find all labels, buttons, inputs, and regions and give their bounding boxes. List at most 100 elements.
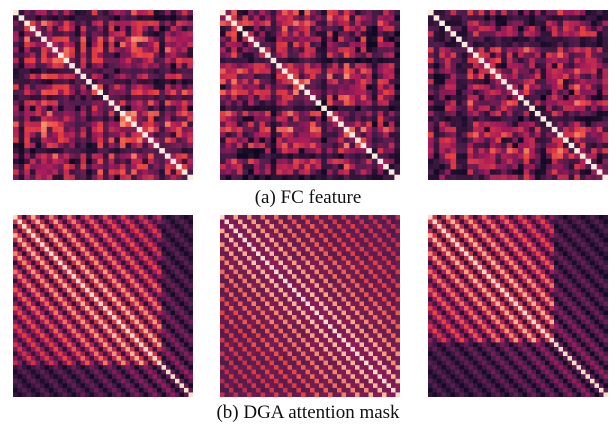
dga-mask-heatmap-1-cell <box>58 301 63 307</box>
fc-feature-heatmap-2-cell <box>265 121 271 128</box>
fc-feature-heatmap-3-cell <box>489 153 496 160</box>
fc-feature-heatmap-3-cell <box>529 68 536 75</box>
dga-mask-heatmap-1-cell <box>188 283 193 289</box>
dga-mask-heatmap-2-cell <box>247 242 252 248</box>
fc-feature-heatmap-1-cell <box>69 41 76 48</box>
fc-feature-heatmap-3-cell <box>563 148 569 154</box>
fc-feature-heatmap-2-cell <box>394 169 400 176</box>
fc-feature-heatmap-3-cell <box>518 41 524 48</box>
dga-mask-heatmap-2-cell <box>386 228 392 234</box>
fc-feature-heatmap-3-cell <box>489 137 496 144</box>
fc-feature-heatmap-2-cell <box>304 110 311 117</box>
dga-mask-heatmap-1-cell <box>67 292 72 298</box>
dga-mask-heatmap-1-cell <box>94 369 99 375</box>
dga-mask-heatmap-1-cell <box>98 287 104 293</box>
dga-mask-heatmap-1-cell <box>62 387 68 393</box>
dga-mask-heatmap-1-cell <box>26 383 32 389</box>
dga-mask-heatmap-1-cell <box>67 237 72 243</box>
fc-feature-heatmap-3-cell <box>456 169 463 176</box>
fc-feature-heatmap-3-cell <box>529 95 536 101</box>
dga-mask-heatmap-2-cell <box>364 219 369 225</box>
dga-mask-heatmap-1-cell <box>31 306 36 311</box>
fc-feature-heatmap-3-cell <box>439 47 446 53</box>
fc-feature-heatmap-3-cell <box>585 41 592 48</box>
fc-feature-heatmap-1-cell <box>69 25 76 32</box>
fc-feature-heatmap-1-cell <box>24 89 31 96</box>
dga-mask-heatmap-1-cell <box>40 378 45 384</box>
fc-feature-heatmap-3-cell <box>484 57 491 64</box>
fc-feature-heatmap-1-cell <box>187 95 193 101</box>
fc-feature-heatmap-1-cell <box>41 63 48 69</box>
fc-feature-heatmap-2-cell <box>225 137 232 144</box>
fc-feature-heatmap-1-cell <box>153 57 160 64</box>
dga-mask-heatmap-1-cell <box>53 215 59 220</box>
fc-feature-heatmap-3-cell <box>523 79 530 85</box>
fc-feature-heatmap-1-cell <box>52 100 59 106</box>
dga-mask-heatmap-1-cell <box>170 260 176 266</box>
fc-feature-heatmap-2-cell <box>225 169 232 176</box>
fc-feature-heatmap-1-cell <box>136 132 143 138</box>
fc-feature-heatmap-3-cell <box>523 105 530 112</box>
fc-feature-heatmap-3-cell <box>591 164 598 170</box>
dga-mask-heatmap-1-cell <box>80 315 86 320</box>
fc-feature-heatmap-3-cell <box>546 10 553 16</box>
fc-feature-heatmap-3-cell <box>495 126 502 133</box>
fc-feature-heatmap-3-cell <box>523 132 530 138</box>
dga-mask-heatmap-1-cell <box>134 265 140 270</box>
fc-feature-heatmap-1-cell <box>18 57 25 64</box>
dga-mask-heatmap-1-cell <box>13 351 18 357</box>
fc-feature-heatmap-1-cell <box>114 57 121 64</box>
fc-feature-heatmap-1-cell <box>29 36 36 43</box>
fc-feature-heatmap-1-cell <box>153 164 160 170</box>
fc-feature-heatmap-1-cell <box>91 158 98 165</box>
fc-feature-heatmap-3-cell <box>439 164 446 170</box>
fc-feature-heatmap-3-cell <box>563 79 569 85</box>
fc-feature-heatmap-3-cell <box>450 110 457 117</box>
dga-mask-heatmap-1-cell <box>94 283 99 289</box>
fc-feature-heatmap-1-cell <box>91 36 98 43</box>
dga-mask-heatmap-1-cell <box>134 387 140 393</box>
fc-feature-heatmap-2-cell <box>360 137 367 144</box>
fc-feature-heatmap-1-cell <box>13 121 19 128</box>
dga-mask-heatmap-1-cell <box>31 246 36 252</box>
fc-feature-heatmap-2-cell <box>394 142 400 149</box>
fc-feature-heatmap-1-cell <box>176 121 183 128</box>
fc-feature-heatmap-3-cell <box>596 164 603 170</box>
fc-feature-heatmap-2-cell <box>248 89 255 96</box>
fc-feature-heatmap-2-cell <box>394 84 400 91</box>
dga-mask-heatmap-1-cell <box>175 228 180 234</box>
fc-feature-heatmap-2-cell <box>293 47 300 53</box>
fc-feature-heatmap-3-cell <box>585 158 592 165</box>
fc-feature-heatmap-3-cell <box>439 31 446 37</box>
dga-mask-heatmap-1-cell <box>62 215 68 220</box>
dga-mask-heatmap-1-cell <box>161 365 167 371</box>
dga-mask-heatmap-1-cell <box>134 219 140 225</box>
fc-feature-heatmap-3-cell <box>596 47 603 53</box>
fc-feature-heatmap-2-cell <box>332 174 339 180</box>
fc-feature-heatmap-1-cell <box>114 47 121 53</box>
fc-feature-heatmap-2-cell <box>332 79 339 85</box>
dga-mask-heatmap-1-cell <box>161 319 167 325</box>
fc-feature-heatmap-2-cell <box>360 57 367 64</box>
fc-feature-heatmap-2-cell <box>360 142 367 149</box>
dga-mask-heatmap-1-cell <box>85 274 90 280</box>
dga-mask-heatmap-1-cell <box>67 360 72 366</box>
dga-mask-heatmap-1-cell <box>152 319 158 325</box>
fc-feature-heatmap-3-cell <box>495 164 502 170</box>
dga-mask-heatmap-1-cell <box>103 251 108 257</box>
fc-feature-heatmap-1-cell <box>91 20 98 27</box>
dga-mask-heatmap-1-cell <box>184 337 189 343</box>
dga-mask-heatmap-2 <box>220 215 400 397</box>
fc-feature-heatmap-2-cell <box>236 36 243 43</box>
fc-feature-heatmap-1-cell <box>18 15 25 21</box>
fc-feature-heatmap-3-cell <box>591 158 598 165</box>
fc-feature-heatmap-2-cell <box>287 148 294 154</box>
dga-mask-heatmap-2-cell <box>355 233 360 239</box>
fc-feature-heatmap-1-cell <box>119 73 126 80</box>
dga-mask-heatmap-1-cell <box>161 306 167 311</box>
fc-feature-heatmap-2-cell <box>310 73 316 80</box>
fc-feature-heatmap-3-cell <box>534 158 541 165</box>
fc-feature-heatmap-1-cell <box>86 79 93 85</box>
dga-mask-heatmap-1-cell <box>67 215 72 220</box>
fc-feature-heatmap-2-cell <box>265 84 271 91</box>
